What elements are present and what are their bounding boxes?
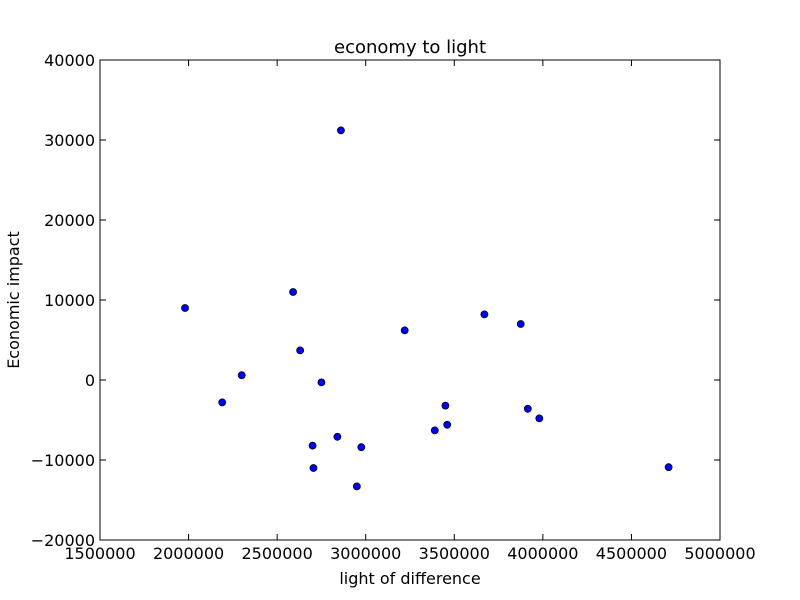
ticks-layer: 1500000 2000000 2500000 3000000 3500000 40000… [31,51,756,563]
data-point [181,304,189,312]
y-tick-label: 20000 [44,211,95,230]
data-point [516,320,525,328]
x-tick-label: 5000000 [684,544,755,563]
data-point [308,441,317,450]
chart-title: economy to light [334,37,486,58]
y-axis-label: Economic impact [4,231,23,369]
data-point [400,326,409,335]
x-tick-label: 1500000 [64,544,135,563]
data-point [357,443,366,452]
data-point [317,378,326,387]
data-point [352,482,361,491]
y-tick-label: 40000 [44,51,95,70]
data-point [309,464,318,472]
data-point [523,404,532,413]
plot-frame [99,59,721,541]
points-layer [181,126,673,491]
x-tick-label: 3000000 [330,544,401,563]
data-point [480,310,489,319]
data-point [237,371,246,380]
data-point [333,432,342,441]
y-tick-label: −10000 [31,451,95,470]
data-point [443,420,452,429]
y-tick-label: 30000 [44,131,95,150]
x-tick-label: 3500000 [419,544,490,563]
x-axis-label: light of difference [339,569,480,588]
data-point [337,126,345,135]
data-point [218,398,227,407]
plot-area: 1500000 2000000 2500000 3000000 3500000 40000… [31,51,756,563]
x-tick-label: 4000000 [507,544,578,563]
x-tick-label: 2500000 [242,544,313,563]
x-tick-label: 2000000 [153,544,224,563]
data-point [296,346,305,355]
y-tick-label: −20000 [31,531,95,550]
y-tick-label: 0 [85,371,95,390]
data-point [664,463,673,472]
y-tick-label: 10000 [44,291,95,310]
data-point [535,414,544,423]
data-point [441,401,450,410]
data-point [289,288,297,296]
data-point [430,426,439,435]
x-tick-label: 4500000 [596,544,667,563]
